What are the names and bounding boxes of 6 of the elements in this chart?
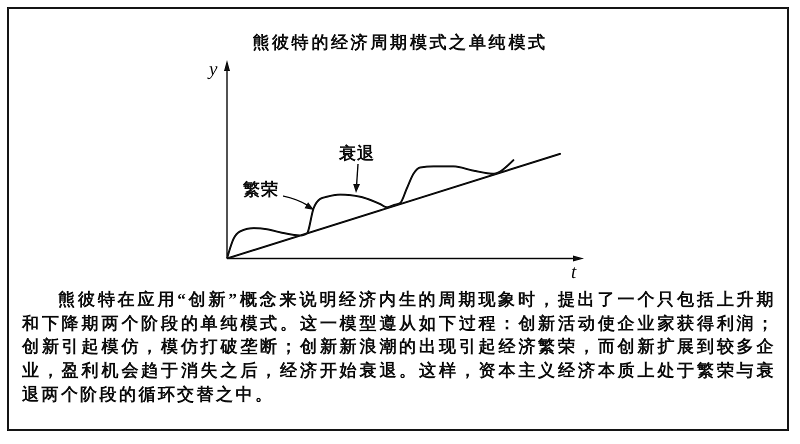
text: 熊彼特在应用“创新”概念来说明经济内生的周期现象时，提出了一个只包括上升期和下降期两个阶段的单纯模式。这一模型遵从如下过程：创新活动使企业家获得利润；创新引起模仿，模仿打破垄断；创新新浪潮的出现引起经济繁荣，而创新扩展到较多企业，盈利机会趋于消失之后，经济开始衰退。这样，资本主义经济本质上处于繁荣与衰退两个阶段的循环交替之中。: [22, 290, 776, 404]
x-axis-title: t: [571, 262, 576, 283]
chart-title: 熊彼特的经济周期模式之单纯模式: [252, 33, 548, 53]
y-axis-title: y: [209, 59, 218, 80]
annotation: 繁荣: [243, 180, 279, 200]
annotation: 衰退: [339, 144, 375, 164]
